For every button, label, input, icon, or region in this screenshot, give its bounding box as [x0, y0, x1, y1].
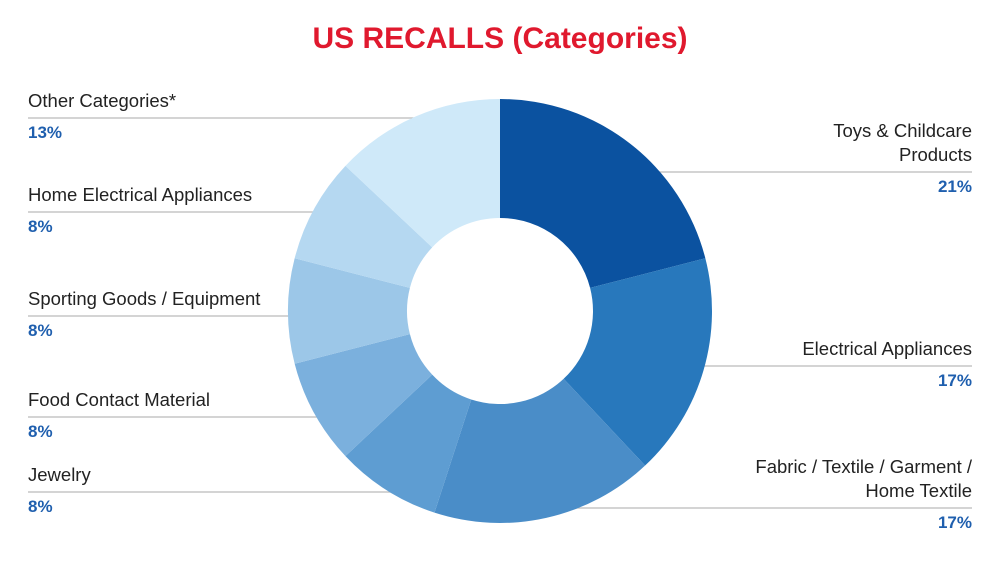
value-label: 17%	[937, 371, 972, 390]
donut-slice	[294, 165, 433, 288]
donut-slice	[345, 99, 500, 248]
value-label: 8%	[28, 422, 53, 441]
value-label: 13%	[28, 123, 63, 142]
value-label: 21%	[937, 177, 972, 196]
donut-slice	[563, 258, 713, 466]
donut-slice	[500, 99, 706, 288]
category-label: Electrical Appliances	[802, 338, 972, 359]
category-label: Toys & Childcare Products	[833, 120, 972, 165]
category-label: Sporting Goods / Equipment	[28, 288, 261, 309]
category-label: Home Electrical Appliances	[28, 184, 253, 205]
donut-slice	[294, 334, 433, 457]
value-label: 8%	[28, 497, 53, 516]
donut-slice	[345, 374, 472, 513]
value-label: 17%	[937, 513, 972, 532]
donut-slice	[288, 258, 410, 364]
category-label: Jewelry	[28, 464, 91, 485]
chart-title: US RECALLS (Categories)	[312, 22, 688, 55]
category-label: Food Contact Material	[28, 389, 211, 410]
category-label: Other Categories*	[28, 90, 177, 111]
category-label: Fabric / Textile / Garment / Home Textil…	[755, 456, 972, 501]
value-label: 8%	[28, 217, 53, 236]
value-label: 8%	[28, 321, 53, 340]
donut-slice	[434, 378, 646, 523]
